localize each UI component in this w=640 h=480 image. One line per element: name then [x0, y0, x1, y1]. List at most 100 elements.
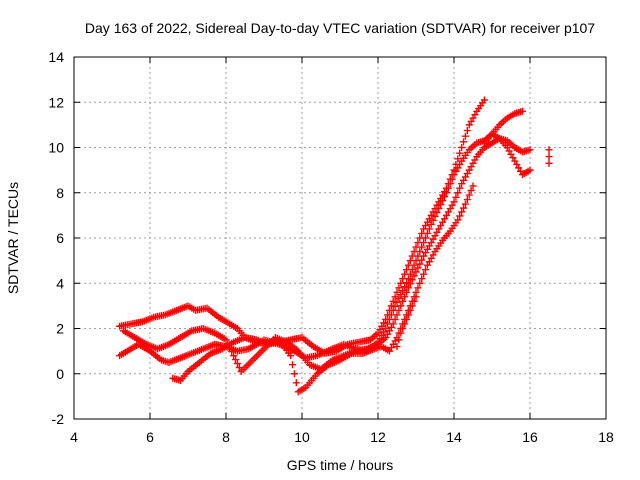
data-point: [393, 311, 401, 319]
x-axis-label: GPS time / hours: [287, 457, 394, 473]
data-point: [395, 295, 403, 303]
y-tick-label: 12: [48, 94, 64, 110]
data-point: [403, 288, 410, 296]
y-tick-label: 4: [56, 275, 64, 291]
data-point: [439, 197, 447, 205]
y-axis-label: SDTVAR / TECUs: [5, 182, 21, 294]
data-point: [458, 144, 466, 151]
data-point: [408, 266, 416, 274]
data-point: [397, 329, 405, 337]
data-point: [403, 315, 410, 323]
x-tick-label: 8: [222, 429, 230, 445]
grid: [74, 57, 606, 419]
x-tick-label: 14: [446, 429, 462, 445]
x-tick-label: 6: [146, 429, 154, 445]
x-tick-label: 18: [598, 429, 614, 445]
data-point: [429, 216, 437, 224]
data-point: [425, 225, 433, 233]
data-point: [403, 279, 410, 287]
data-point: [442, 189, 450, 197]
data-point: [422, 266, 429, 274]
data-point: [416, 260, 424, 268]
y-tick-label: -2: [52, 411, 65, 427]
data-point: [399, 297, 407, 305]
data-point: [418, 275, 426, 283]
data-point: [545, 146, 553, 154]
data-point: [460, 204, 467, 212]
x-tick-label: 16: [522, 429, 538, 445]
data-point: [233, 360, 241, 368]
data-point: [401, 320, 409, 328]
data-point: [412, 293, 420, 301]
data-point: [418, 256, 426, 264]
data-point: [433, 209, 441, 217]
data-point: [290, 370, 298, 378]
data-point: [545, 153, 553, 161]
data-point: [446, 180, 454, 188]
data-point: [467, 186, 475, 194]
data-point: [545, 159, 553, 167]
data-point: [441, 193, 448, 201]
x-tick-label: 10: [294, 429, 310, 445]
data-point: [444, 184, 452, 192]
data-point: [222, 336, 230, 344]
data-point: [395, 336, 403, 344]
data-point: [465, 191, 473, 199]
y-tick-label: 14: [48, 49, 64, 65]
data-point: [456, 184, 464, 192]
data-point: [292, 379, 300, 387]
data-point: [287, 352, 295, 360]
data-point: [480, 96, 488, 104]
y-tick-label: 8: [56, 185, 64, 201]
data-point: [463, 196, 471, 204]
data-point: [526, 146, 534, 154]
data-point: [418, 243, 426, 251]
data-point: [406, 280, 414, 288]
data-point: [391, 315, 399, 323]
data-point: [397, 291, 405, 299]
data-point: [382, 325, 390, 332]
data-point: [460, 138, 467, 146]
data-point: [427, 220, 435, 228]
data-point: [458, 208, 466, 216]
data-point: [399, 325, 407, 332]
data-point: [408, 302, 416, 310]
data-point: [448, 175, 456, 183]
data-point: [404, 275, 412, 283]
data-point: [406, 270, 414, 278]
data-point: [410, 261, 418, 269]
data-point: [412, 268, 420, 276]
data-point: [395, 306, 403, 314]
data-point: [289, 361, 296, 369]
y-tick-label: 2: [56, 321, 64, 337]
data-point: [463, 127, 471, 135]
data-point: [526, 166, 534, 174]
data-point: [397, 302, 405, 310]
data-point: [420, 239, 428, 247]
data-point: [450, 198, 458, 206]
data-point: [435, 205, 443, 213]
data-point: [401, 293, 409, 301]
data-point: [416, 279, 424, 287]
data-point: [469, 182, 477, 190]
data-point: [393, 298, 401, 306]
data-point: [408, 276, 416, 284]
data-point: [399, 287, 407, 295]
data-point: [414, 264, 422, 272]
data-points: [116, 96, 553, 396]
data-point: [461, 200, 469, 208]
data-point: [228, 348, 236, 356]
data-point: [423, 229, 431, 237]
data-point: [391, 293, 399, 301]
data-point: [431, 213, 439, 221]
data-point: [230, 352, 238, 360]
data-point: [422, 234, 429, 242]
data-point: [406, 306, 414, 314]
data-point: [404, 311, 412, 319]
data-point: [393, 343, 401, 351]
data-point: [452, 193, 460, 201]
data-point: [461, 132, 469, 140]
data-point: [416, 248, 424, 256]
data-point: [389, 320, 397, 328]
